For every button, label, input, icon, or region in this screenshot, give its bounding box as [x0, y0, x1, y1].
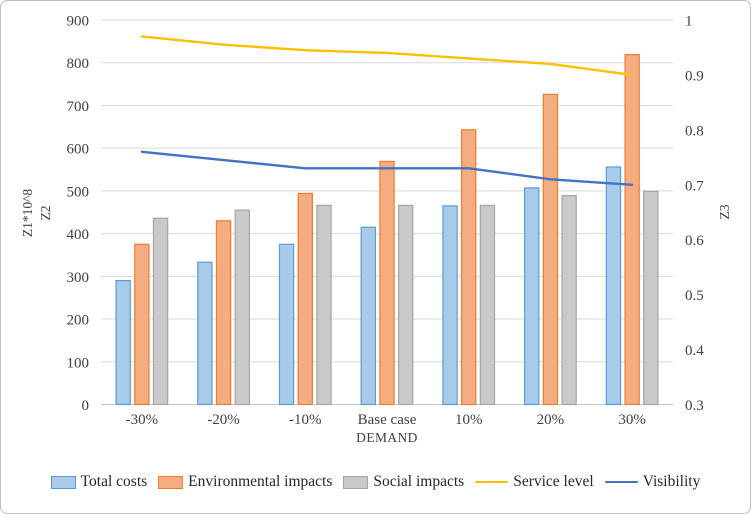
- category-label-30-: 30%: [618, 412, 646, 428]
- right-axis-title: Z3: [717, 204, 732, 220]
- bar-total-costs-10-: [442, 205, 458, 406]
- right-axis-tick: 0.7: [685, 178, 704, 194]
- bar-environmental-impacts-10-: [461, 129, 477, 406]
- bar-social-impacts-30-: [643, 190, 659, 406]
- bar-total-costs--10-: [278, 243, 295, 406]
- left-axis-tick: 300: [67, 270, 90, 286]
- left-axis-title-line1: Z1*10^8: [20, 188, 35, 238]
- legend-swatch-total-costs: [50, 475, 76, 489]
- legend: Total costs Environmental impacts Social i…: [1, 473, 750, 491]
- category-label-10-: 10%: [455, 412, 483, 428]
- legend-label-service-level: Service level: [513, 473, 594, 490]
- right-axis-tick: 0.6: [685, 233, 704, 249]
- legend-item-environmental-impacts: Environmental impacts: [158, 473, 332, 491]
- legend-item-service-level: Service level: [475, 473, 594, 491]
- bar-environmental-impacts--10-: [297, 192, 313, 406]
- bar-total-costs-base-case: [360, 226, 377, 406]
- bar-social-impacts-20-: [561, 194, 577, 406]
- bar-environmental-impacts-base-case: [379, 160, 395, 406]
- category-label--10-: -10%: [289, 412, 322, 428]
- legend-item-visibility: Visibility: [604, 473, 701, 491]
- left-axis-title: Z1*10^8 Z2: [19, 113, 63, 313]
- category-label--20-: -20%: [207, 412, 240, 428]
- bar-total-costs-30-: [605, 166, 622, 406]
- x-axis-title: DEMAND: [356, 430, 418, 445]
- legend-item-total-costs: Total costs: [50, 473, 148, 491]
- right-axis-tick: 0.3: [685, 398, 704, 414]
- left-axis-tick: 0: [82, 398, 90, 414]
- legend-label-visibility: Visibility: [642, 473, 701, 490]
- left-axis-tick: 400: [67, 227, 90, 243]
- bar-total-costs--20-: [197, 261, 213, 406]
- category-label--30-: -30%: [126, 412, 159, 428]
- bar-social-impacts--30-: [152, 217, 169, 406]
- bar-environmental-impacts-20-: [542, 93, 559, 406]
- bar-environmental-impacts--30-: [134, 243, 150, 406]
- legend-swatch-service-level: [475, 480, 509, 484]
- legend-label-environmental-impacts: Environmental impacts: [188, 473, 333, 490]
- legend-swatch-social-impacts: [343, 475, 369, 489]
- left-axis-tick: 800: [67, 56, 90, 72]
- right-axis-tick: 1: [685, 14, 693, 30]
- category-label-base-case: Base case: [358, 412, 417, 428]
- category-label-20-: 20%: [537, 412, 565, 428]
- bar-social-impacts--10-: [316, 204, 332, 406]
- left-axis-title-line2: Z2: [37, 205, 53, 221]
- bar-total-costs--30-: [115, 280, 131, 406]
- bar-total-costs-20-: [524, 187, 540, 406]
- left-axis-tick: 100: [67, 355, 90, 371]
- right-axis-tick: 0.9: [685, 68, 704, 84]
- line-visibility: [140, 150, 634, 186]
- bar-social-impacts-base-case: [398, 204, 414, 406]
- legend-label-total-costs: Total costs: [80, 473, 148, 490]
- left-axis-tick: 600: [67, 142, 90, 158]
- bar-social-impacts--20-: [234, 209, 250, 406]
- legend-item-social-impacts: Social impacts: [343, 473, 464, 491]
- right-axis-tick: 0.4: [685, 343, 704, 359]
- left-axis-tick: 200: [67, 313, 90, 329]
- bar-environmental-impacts-30-: [624, 54, 640, 406]
- line-service-level: [140, 35, 634, 77]
- legend-label-social-impacts: Social impacts: [373, 473, 465, 490]
- left-axis-tick: 700: [67, 99, 90, 115]
- right-axis-tick: 0.5: [685, 288, 704, 304]
- left-axis-tick: 900: [67, 14, 90, 30]
- bar-environmental-impacts--20-: [215, 220, 232, 406]
- bar-social-impacts-10-: [479, 204, 496, 406]
- left-axis-tick: 500: [67, 184, 90, 200]
- legend-swatch-environmental-impacts: [158, 475, 184, 489]
- legend-swatch-visibility: [604, 480, 638, 484]
- right-axis-tick: 0.8: [685, 123, 704, 139]
